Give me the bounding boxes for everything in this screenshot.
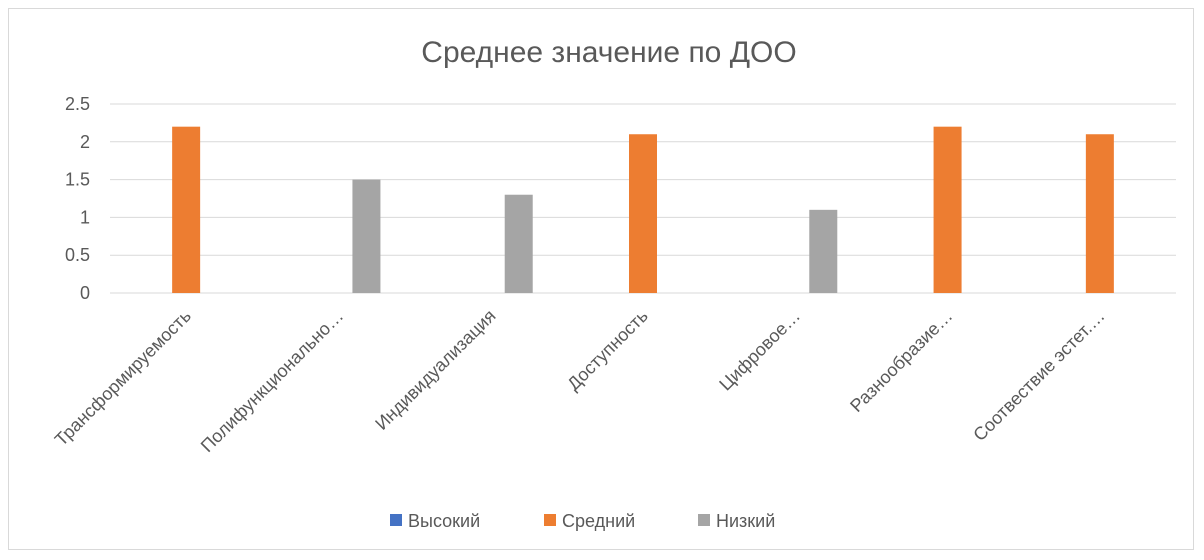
x-tick-label: Индивидуализация (371, 306, 499, 434)
legend-swatch (390, 514, 402, 526)
y-tick-label: 0.5 (65, 245, 90, 265)
x-axis-ticks: Трансформируемость Полифункционально… Инди… (51, 306, 1109, 456)
y-tick-label: 1.5 (65, 170, 90, 190)
y-tick-label: 2 (80, 132, 90, 152)
chart-frame (8, 8, 1194, 550)
bar-2-4 (629, 134, 657, 293)
x-tick-label: Цифровое… (715, 306, 804, 395)
x-tick-label: Полифункционально… (197, 306, 347, 456)
y-tick-label: 1 (80, 207, 90, 227)
bar-2-1 (172, 126, 201, 294)
y-tick-label: 0 (80, 283, 90, 303)
chart-title: Среднее значение по ДОО (421, 36, 796, 69)
x-tick-label: Разнообразие… (846, 306, 956, 416)
legend-swatch (698, 514, 710, 526)
x-tick-label: Трансформируемость (51, 306, 195, 450)
legend-label: Средний (562, 511, 635, 531)
bar-3-3 (504, 194, 533, 293)
bar-3-2 (352, 179, 381, 293)
x-tick-label: Доступность (563, 306, 652, 395)
y-tick-label: 2.5 (65, 94, 90, 114)
bar-2-6 (933, 126, 962, 294)
legend-swatch (544, 514, 556, 526)
x-tick-label: Соотвествие эстет.… (969, 306, 1108, 445)
y-axis-ticks: 0 0.5 1 1.5 2 2.5 (65, 94, 90, 303)
bars (172, 126, 1114, 294)
bar-2-7 (1085, 134, 1114, 293)
legend: Высокий Средний Низкий (390, 511, 775, 531)
legend-label: Высокий (408, 511, 480, 531)
legend-label: Низкий (716, 511, 775, 531)
bar-3-5 (809, 209, 838, 293)
